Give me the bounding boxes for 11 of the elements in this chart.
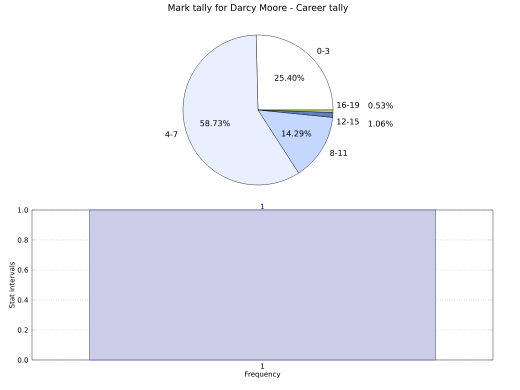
- data-label: 58.73%: [200, 120, 230, 126]
- data-label: 14.29%: [282, 130, 312, 136]
- data-label: 25.40%: [274, 74, 304, 81]
- slice-label: 4-7: [165, 131, 178, 138]
- chart-title: Mark tally for Darcy Moore - Career tally: [168, 4, 348, 13]
- data-label: 0.53%: [368, 102, 393, 108]
- slice-label: 12-15: [337, 118, 359, 125]
- slice-label: 0-3: [317, 48, 330, 54]
- slice-label: 16-19: [337, 102, 360, 108]
- data-label: 1.06%: [368, 120, 393, 127]
- slice-label: 8-11: [330, 150, 347, 156]
